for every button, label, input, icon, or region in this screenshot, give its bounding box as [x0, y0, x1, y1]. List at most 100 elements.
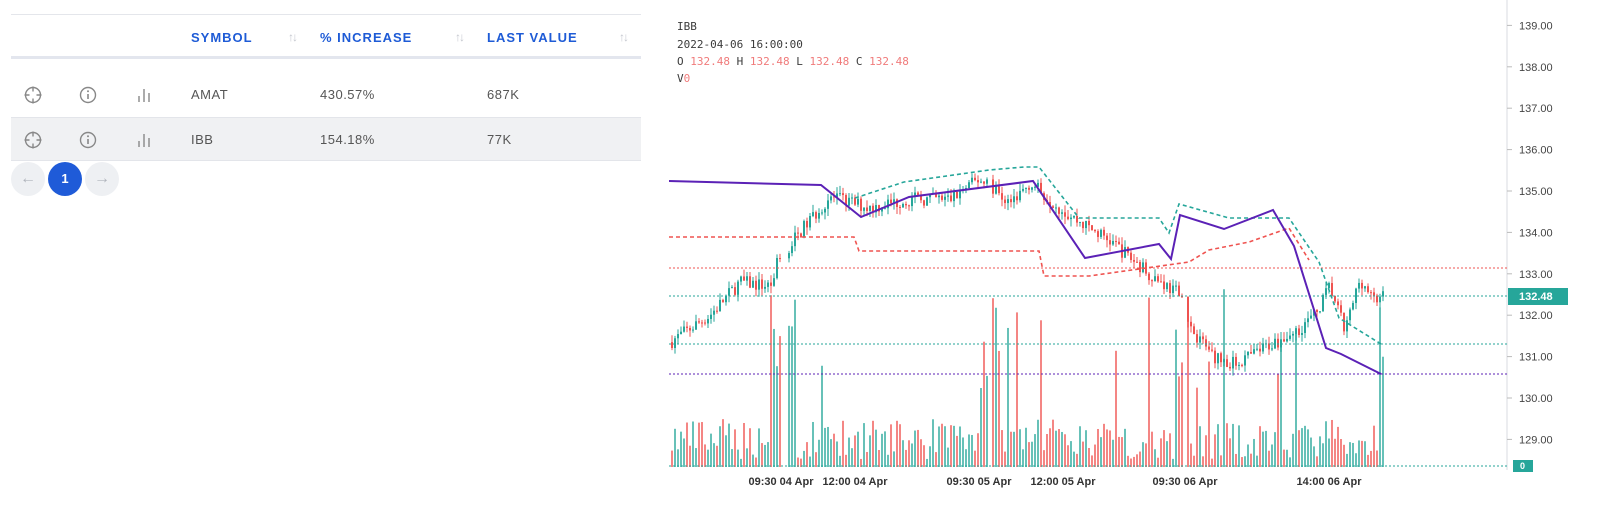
volume-bar	[1004, 451, 1006, 467]
volume-bar	[1292, 433, 1294, 467]
volume-bar	[923, 445, 925, 467]
volume-bar	[1223, 289, 1225, 467]
col-increase-header[interactable]: % INCREASE	[320, 30, 413, 45]
info-icon[interactable]	[78, 130, 98, 150]
candle-body	[860, 198, 862, 211]
candle-body	[968, 182, 970, 188]
volume-bar	[1316, 456, 1318, 467]
volume-bar	[977, 433, 979, 467]
prev-page-button[interactable]: ←	[11, 162, 45, 196]
volume-bar	[803, 450, 805, 467]
col-symbol-header[interactable]: SYMBOL	[191, 30, 253, 45]
candle-body	[1325, 288, 1327, 295]
candle-body	[803, 220, 805, 238]
candle-body	[953, 191, 955, 202]
candle-body	[1235, 356, 1237, 366]
chart-bars-icon[interactable]	[134, 85, 154, 105]
price-chart[interactable]: IBB 2022-04-06 16:00:00 O 132.48 H 132.4…	[669, 0, 1613, 507]
volume-bar	[1127, 455, 1129, 467]
candle-body	[1295, 328, 1297, 334]
volume-bar	[1139, 451, 1141, 467]
candle-body	[1094, 229, 1096, 232]
volume-bar	[707, 449, 709, 467]
open-value: 132.48	[690, 55, 730, 68]
time-axis-label: 09:30 04 Apr	[748, 476, 814, 488]
volume-bar	[1052, 419, 1054, 467]
price-tick-label: 139.00	[1519, 20, 1553, 32]
volume-bar	[902, 440, 904, 467]
volume-bar	[773, 328, 775, 467]
volume-bar	[848, 437, 850, 467]
col-last-header[interactable]: LAST VALUE	[487, 30, 578, 45]
volume-bar	[1154, 449, 1156, 467]
volume-bar	[1097, 428, 1099, 467]
volume-bar	[986, 375, 988, 467]
volume-bar	[1115, 350, 1117, 467]
candle-body	[1268, 343, 1270, 350]
crosshair-icon[interactable]	[23, 85, 43, 105]
sort-symbol-icon[interactable]: ↑↓	[288, 30, 298, 44]
volume-bar	[1106, 429, 1108, 467]
candle-body	[875, 205, 877, 213]
candle-body	[701, 322, 703, 324]
volume-bar	[728, 423, 730, 467]
sort-last-icon[interactable]: ↑↓	[619, 30, 629, 44]
volume-bar	[1046, 434, 1048, 467]
volume-bar	[719, 426, 721, 467]
candle-body	[1157, 276, 1159, 282]
volume-bar	[779, 336, 781, 467]
volume-bar	[755, 457, 757, 467]
candle-body	[710, 314, 712, 319]
volume-bar	[737, 449, 739, 467]
table-row[interactable]: IBB 154.18% 77K	[11, 117, 641, 161]
volume-bar	[1178, 376, 1180, 467]
volume-bar	[1259, 426, 1261, 467]
volume-bar	[725, 435, 727, 467]
candle-body	[872, 205, 874, 213]
candle-body	[746, 276, 748, 281]
table-row[interactable]: AMAT 430.57% 687K	[11, 73, 641, 117]
next-page-button[interactable]: →	[85, 162, 119, 196]
volume-bar	[1337, 426, 1339, 467]
volume-axis-badge: 0	[1513, 460, 1533, 472]
candle-body	[1328, 283, 1330, 289]
volume-bar	[1088, 447, 1090, 467]
candle-body	[881, 208, 883, 212]
volume-bar	[920, 439, 922, 467]
candle-body	[683, 326, 685, 332]
chart-bars-icon[interactable]	[134, 130, 154, 150]
candle-body	[1055, 207, 1057, 209]
volume-bar	[1250, 453, 1252, 467]
candle-body	[725, 295, 727, 303]
sort-increase-icon[interactable]: ↑↓	[455, 30, 465, 44]
candle-body	[974, 177, 976, 181]
volume-bar	[1070, 441, 1072, 467]
info-icon[interactable]	[78, 85, 98, 105]
candle-body	[1031, 187, 1033, 190]
candle-body	[1082, 221, 1084, 229]
volume-bar	[1331, 419, 1333, 467]
volume-bar	[746, 448, 748, 467]
volume-bar	[1346, 453, 1348, 467]
volume-bar	[1022, 449, 1024, 467]
candle-body	[1112, 241, 1114, 245]
volume-bar	[1271, 444, 1273, 467]
volume-bar	[905, 449, 907, 467]
candle-body	[941, 195, 943, 200]
crosshair-icon[interactable]	[23, 130, 43, 150]
candle-body	[905, 203, 907, 206]
price-tick-label: 134.00	[1519, 227, 1553, 239]
volume-bar	[953, 425, 955, 467]
volume-bar	[800, 458, 802, 467]
candle-body	[1040, 182, 1042, 194]
candle-body	[1343, 312, 1345, 332]
volume-legend: V0	[677, 72, 690, 85]
page-1-button[interactable]: 1	[48, 162, 82, 196]
candle-body	[1202, 336, 1204, 340]
candle-body	[1160, 281, 1162, 283]
volume-bar	[1367, 454, 1369, 467]
candle-body	[992, 179, 994, 194]
high-value: 132.48	[749, 55, 790, 68]
candle-body	[851, 197, 853, 199]
candle-body	[887, 199, 889, 209]
